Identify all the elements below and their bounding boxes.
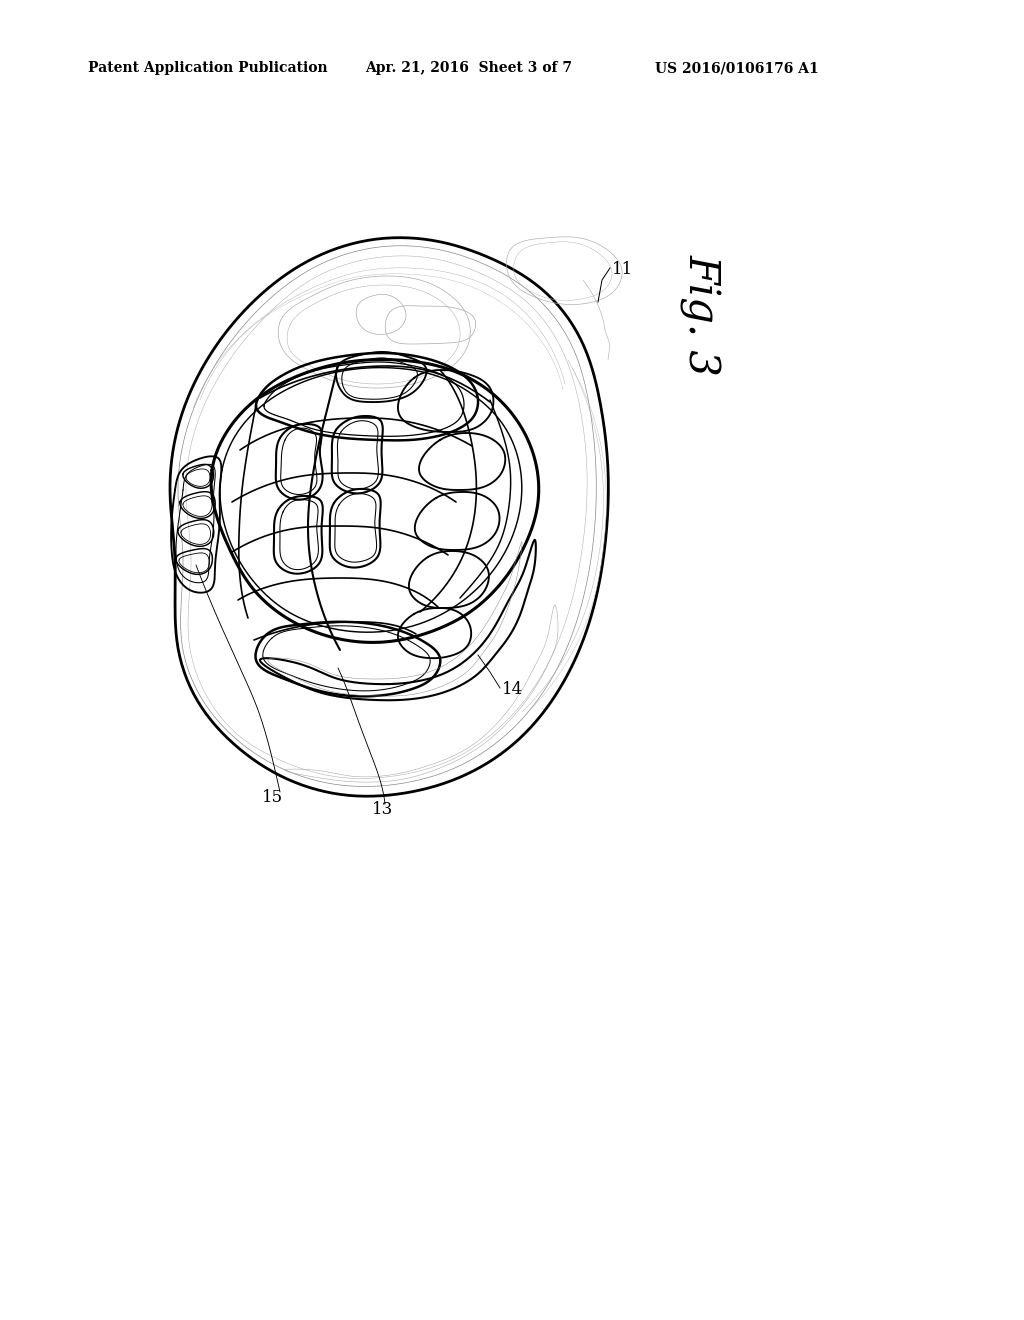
Text: Fig. 3: Fig. 3 [680, 253, 722, 376]
Text: 11: 11 [612, 261, 633, 279]
Text: US 2016/0106176 A1: US 2016/0106176 A1 [655, 61, 819, 75]
Text: 13: 13 [372, 801, 393, 818]
Text: Patent Application Publication: Patent Application Publication [88, 61, 328, 75]
Text: 14: 14 [502, 681, 523, 698]
Text: 15: 15 [262, 789, 283, 807]
Text: Apr. 21, 2016  Sheet 3 of 7: Apr. 21, 2016 Sheet 3 of 7 [365, 61, 572, 75]
